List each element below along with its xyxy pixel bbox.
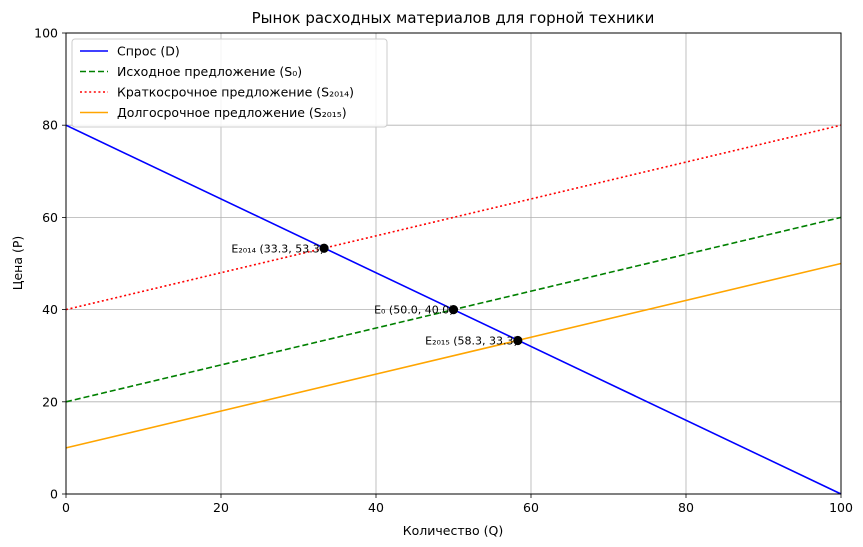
annotations: E₂₀₁₄ (33.3, 53.3) E₀ (50.0, 40.0) E₂₀₁₅ (… <box>231 242 517 347</box>
equilibrium-point-3 <box>513 335 523 346</box>
y-tick-label: 60 <box>42 210 58 225</box>
x-tick-label: 100 <box>829 500 853 515</box>
equilibrium-point-2 <box>448 305 459 315</box>
x-axis-label: Количество (Q) <box>403 523 503 538</box>
y-tick-label: 40 <box>42 302 58 317</box>
x-tick-label: 80 <box>678 500 694 515</box>
legend-box <box>71 38 388 128</box>
y-tick-label: 80 <box>42 118 58 133</box>
x-tick-label: 0 <box>62 500 70 515</box>
equilibrium-label-3: E₂₀₁₅ (58.3, 33.3) <box>425 334 518 347</box>
series-line-3 <box>65 124 842 311</box>
equilibrium-label-2: E₀ (50.0, 40.0) <box>374 304 453 317</box>
equilibrium-points <box>319 243 523 346</box>
plot-frame <box>65 32 842 495</box>
series-line-4 <box>65 262 842 449</box>
legend-label-1: Спрос (D) <box>117 44 180 59</box>
equilibrium-label-1: E₂₀₁₄ (33.3, 53.3) <box>231 242 324 255</box>
legend: Спрос (D) Исходное предложение (S₀) Кратко… <box>71 38 388 128</box>
x-tick-label: 40 <box>368 500 384 515</box>
legend-label-4: Долгосрочное предложение (S₂₀₁₅) <box>117 105 347 120</box>
legend-label-3: Краткосрочное предложение (S₂₀₁₄) <box>117 85 354 100</box>
y-tick-label: 100 <box>34 26 58 41</box>
chart-title: Рынок расходных материалов для горной те… <box>252 9 655 27</box>
equilibrium-point-1 <box>319 243 329 253</box>
y-tick-label: 0 <box>50 487 58 502</box>
axis-ticks: 0 20 40 60 80 100 0 20 40 60 80 100 <box>34 26 853 516</box>
x-tick-label: 60 <box>523 500 539 515</box>
legend-label-2: Исходное предложение (S₀) <box>117 64 302 79</box>
y-tick-label: 20 <box>42 394 58 409</box>
y-axis-label: Цена (P) <box>10 236 25 291</box>
x-tick-label: 20 <box>213 500 229 515</box>
